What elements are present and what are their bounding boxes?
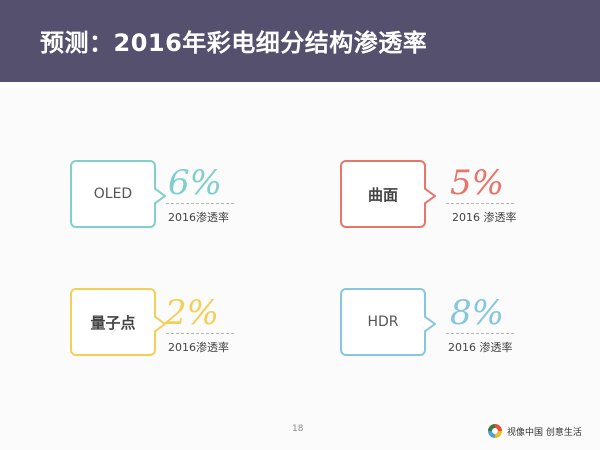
hdr-value: 8% <box>450 293 504 333</box>
quantum-dot-caption: 2016渗透率 <box>168 341 229 354</box>
oled-label: OLED <box>93 186 133 202</box>
quantum-dot-divider <box>166 333 234 334</box>
hdr-label: HDR <box>367 314 399 330</box>
quantum-dot-card: 量子点 <box>70 288 166 356</box>
hdr-card: HDR <box>340 288 436 356</box>
quantum-dot-value: 2% <box>165 293 219 333</box>
curved-value: 5% <box>450 163 504 203</box>
slide-title: 预测：2016年彩电细分结构渗透率 <box>40 29 428 57</box>
callout-arrow-icon <box>154 188 166 204</box>
oled-caption: 2016渗透率 <box>168 211 229 224</box>
curved-card: 曲面 <box>340 160 436 228</box>
title-bar: 预测：2016年彩电细分结构渗透率 <box>0 0 600 82</box>
hdr-caption: 2016 渗透率 <box>448 341 513 354</box>
quantum-dot-label: 量子点 <box>90 313 136 332</box>
brand-name: 视像中国 创意生活 <box>507 428 582 438</box>
oled-value: 6% <box>168 163 222 203</box>
oled-card: OLED <box>70 160 166 228</box>
curved-divider <box>446 203 514 204</box>
oled-divider <box>166 203 234 204</box>
page-number: 18 <box>292 424 304 434</box>
callout-arrow-icon <box>154 316 166 332</box>
brand-logo-icon <box>488 424 502 438</box>
curved-label: 曲面 <box>367 185 398 204</box>
callout-arrow-icon <box>424 316 436 332</box>
curved-caption: 2016 渗透率 <box>452 211 517 224</box>
hdr-divider <box>446 333 514 334</box>
content-panel <box>0 82 600 450</box>
callout-arrow-icon <box>424 188 436 204</box>
